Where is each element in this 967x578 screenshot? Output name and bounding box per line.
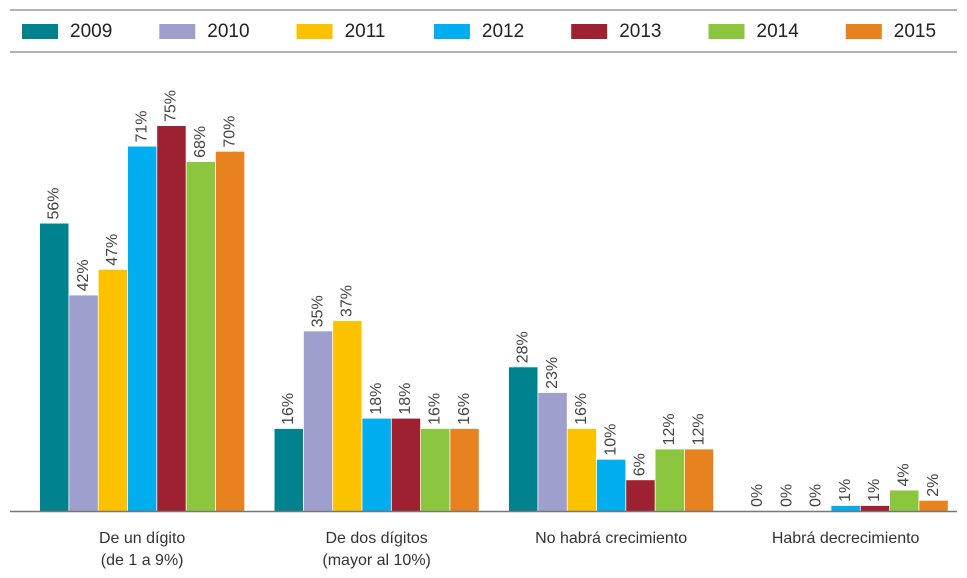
legend-swatch (159, 24, 196, 39)
legend-label: 2011 (345, 21, 386, 42)
data-label: 37% (339, 285, 356, 317)
data-label: 4% (895, 463, 912, 486)
data-label: 68% (192, 126, 209, 158)
data-label: 18% (368, 383, 385, 415)
data-label: 71% (133, 111, 150, 143)
bar (98, 269, 128, 511)
bar (919, 500, 948, 511)
x-tick-label: De dos dígitos (mayor al 10%) (322, 530, 431, 569)
data-label: 35% (309, 295, 326, 327)
data-label: 2% (925, 474, 942, 497)
bar (40, 223, 69, 512)
data-label: 47% (104, 234, 121, 266)
data-label: 16% (573, 393, 590, 425)
data-label: 16% (456, 393, 473, 425)
data-label: 56% (45, 188, 62, 220)
legend-swatch (571, 24, 608, 39)
bar (127, 146, 157, 512)
bar (186, 161, 215, 511)
legend-swatch (22, 24, 58, 39)
bar (831, 505, 860, 511)
x-tick-label: Habrá decrecimiento (771, 530, 920, 547)
bar (538, 392, 567, 511)
bar (69, 295, 98, 511)
data-label: 1% (837, 479, 854, 502)
bar (450, 428, 479, 511)
legend-swatch (433, 24, 470, 39)
legend-label: 2015 (894, 21, 936, 42)
bar (509, 367, 538, 511)
bar (421, 428, 450, 511)
data-label: 28% (514, 331, 531, 363)
legend-swatch (845, 24, 882, 39)
data-label: 0% (778, 484, 795, 507)
bar (333, 321, 362, 511)
data-label: 12% (690, 413, 707, 445)
data-label: 16% (426, 393, 443, 425)
legend-swatch (296, 24, 333, 39)
data-label: 12% (661, 413, 678, 445)
legend-label: 2010 (207, 21, 249, 42)
bar (303, 331, 333, 511)
data-label: 23% (544, 357, 561, 389)
bar (655, 449, 684, 511)
bar (567, 428, 597, 511)
data-label: 6% (632, 453, 649, 476)
data-label: 0% (749, 484, 766, 507)
x-tick-label: No habrá crecimiento (535, 530, 688, 547)
bar (860, 505, 890, 511)
data-label: 10% (602, 424, 619, 456)
data-label: 70% (221, 116, 238, 148)
bar (157, 126, 186, 511)
bar (391, 418, 421, 511)
legend-swatch (708, 24, 745, 39)
bar (215, 151, 245, 511)
data-label: 16% (280, 393, 297, 425)
bar (890, 490, 919, 511)
bar (596, 459, 626, 511)
legend-label: 2013 (619, 21, 661, 42)
bar (626, 480, 655, 511)
bar (684, 449, 714, 511)
legend-label: 2014 (757, 21, 800, 42)
data-label: 18% (397, 383, 414, 415)
data-label: 75% (163, 90, 180, 122)
data-label: 42% (75, 259, 92, 291)
bar (362, 418, 391, 511)
legend-label: 2009 (70, 21, 112, 42)
data-label: 1% (866, 479, 883, 502)
data-label: 0% (808, 484, 825, 507)
bar (274, 428, 303, 511)
x-tick-label: De un dígito (de 1 a 9%) (99, 530, 186, 569)
legend-label: 2012 (482, 21, 524, 42)
